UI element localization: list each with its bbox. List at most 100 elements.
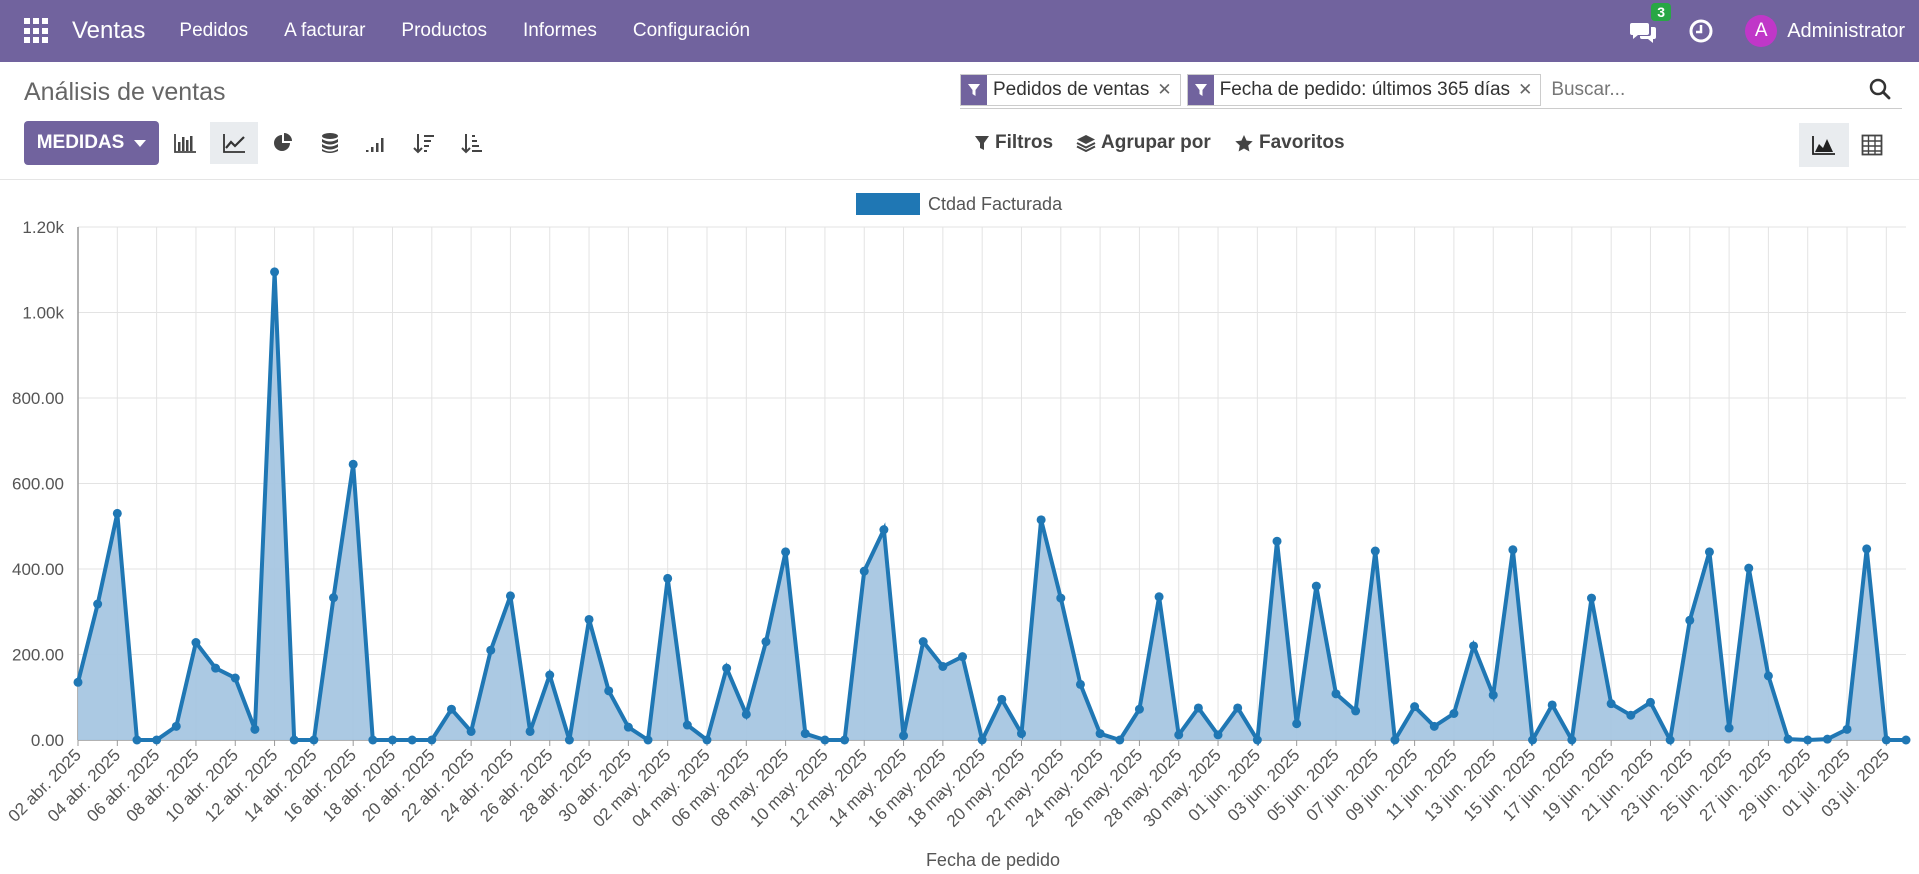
data-point[interactable] (1075, 679, 1085, 689)
user-menu[interactable]: Administrator (1787, 19, 1905, 42)
data-point[interactable] (879, 525, 889, 535)
sort-ascending-button[interactable] (448, 122, 496, 164)
graph-view-button[interactable] (1799, 123, 1849, 167)
stacked-button[interactable] (306, 122, 354, 164)
data-point[interactable] (643, 735, 653, 745)
data-point[interactable] (1547, 700, 1557, 710)
legend-swatch[interactable] (856, 193, 920, 215)
data-point[interactable] (1036, 515, 1046, 525)
menu-item-informes[interactable]: Informes (522, 20, 597, 41)
data-point[interactable] (820, 735, 830, 745)
app-brand[interactable]: Ventas (72, 17, 146, 44)
search-input[interactable] (1547, 74, 1848, 105)
data-point[interactable] (1449, 708, 1459, 718)
remove-facet-icon[interactable]: ✕ (1518, 79, 1533, 99)
menu-item-configuracion[interactable]: Configuración (632, 20, 751, 41)
remove-facet-icon[interactable]: ✕ (1157, 79, 1172, 99)
data-point[interactable] (230, 673, 240, 683)
data-point[interactable] (191, 638, 201, 648)
data-point[interactable] (564, 735, 574, 745)
data-point[interactable] (859, 566, 869, 576)
data-point[interactable] (1095, 729, 1105, 739)
data-point[interactable] (1311, 581, 1321, 591)
data-point[interactable] (1351, 706, 1361, 716)
pivot-view-button[interactable] (1847, 123, 1897, 167)
data-point[interactable] (1134, 704, 1144, 714)
data-point[interactable] (152, 735, 162, 745)
data-point[interactable] (132, 735, 142, 745)
measures-dropdown-button[interactable]: MEDIDAS (24, 121, 159, 165)
page-title[interactable]: Análisis de ventas (24, 78, 226, 106)
search-icon[interactable] (1868, 77, 1892, 101)
chat-icon[interactable]: 3 (1629, 3, 1671, 45)
data-point[interactable] (1606, 699, 1616, 709)
data-point[interactable] (250, 724, 260, 734)
sort-descending-button[interactable] (400, 122, 448, 164)
data-point[interactable] (486, 645, 496, 655)
data-point[interactable] (1508, 545, 1518, 555)
menu-item-pedidos[interactable]: Pedidos (179, 20, 249, 41)
data-point[interactable] (623, 722, 633, 732)
data-point[interactable] (525, 726, 535, 736)
data-point[interactable] (1901, 735, 1911, 745)
data-point[interactable] (761, 637, 771, 647)
data-point[interactable] (1587, 593, 1597, 603)
data-point[interactable] (545, 670, 555, 680)
data-point[interactable] (1842, 724, 1852, 734)
line-chart-button[interactable] (210, 122, 258, 164)
data-point[interactable] (800, 729, 810, 739)
data-point[interactable] (93, 599, 103, 609)
data-point[interactable] (1016, 729, 1026, 739)
data-point[interactable] (368, 735, 378, 745)
data-point[interactable] (1292, 719, 1302, 729)
apps-menu-icon[interactable] (24, 18, 50, 44)
data-point[interactable] (702, 735, 712, 745)
data-point[interactable] (1528, 735, 1538, 745)
data-point[interactable] (1724, 723, 1734, 733)
data-point[interactable] (407, 735, 417, 745)
menu-item-productos[interactable]: Productos (401, 20, 487, 41)
data-point[interactable] (918, 637, 928, 647)
data-point[interactable] (1174, 730, 1184, 740)
data-point[interactable] (1390, 735, 1400, 745)
data-point[interactable] (1469, 641, 1479, 651)
data-point[interactable] (977, 735, 987, 745)
data-point[interactable] (446, 704, 456, 714)
data-point[interactable] (505, 591, 515, 601)
data-point[interactable] (1567, 735, 1577, 745)
data-point[interactable] (781, 547, 791, 557)
favorites-dropdown[interactable]: Favoritos (1234, 132, 1345, 154)
data-point[interactable] (348, 459, 358, 469)
data-point[interactable] (1685, 615, 1695, 625)
data-point[interactable] (1626, 710, 1636, 720)
data-point[interactable] (1410, 702, 1420, 712)
activity-clock-icon[interactable] (1687, 17, 1715, 45)
data-point[interactable] (329, 593, 339, 603)
data-point[interactable] (171, 721, 181, 731)
data-point[interactable] (309, 735, 319, 745)
data-point[interactable] (466, 726, 476, 736)
user-avatar[interactable]: A (1745, 15, 1778, 47)
data-point[interactable] (1115, 735, 1125, 745)
data-point[interactable] (722, 663, 732, 673)
data-point[interactable] (663, 573, 673, 583)
data-point[interactable] (270, 267, 280, 277)
bar-chart-button[interactable] (161, 122, 209, 164)
data-point[interactable] (1331, 689, 1341, 699)
data-point[interactable] (682, 720, 692, 730)
data-point[interactable] (112, 508, 122, 518)
data-point[interactable] (211, 663, 221, 673)
data-point[interactable] (1488, 690, 1498, 700)
data-point[interactable] (1783, 734, 1793, 744)
data-point[interactable] (1233, 703, 1243, 713)
menu-item-a-facturar[interactable]: A facturar (284, 20, 366, 41)
data-point[interactable] (1763, 671, 1773, 681)
cumulative-button[interactable] (352, 122, 400, 164)
data-point[interactable] (1272, 536, 1282, 546)
data-point[interactable] (958, 652, 968, 662)
data-point[interactable] (1213, 730, 1223, 740)
data-point[interactable] (1862, 544, 1872, 554)
data-point[interactable] (289, 735, 299, 745)
data-point[interactable] (1822, 734, 1832, 744)
data-point[interactable] (1154, 592, 1164, 602)
